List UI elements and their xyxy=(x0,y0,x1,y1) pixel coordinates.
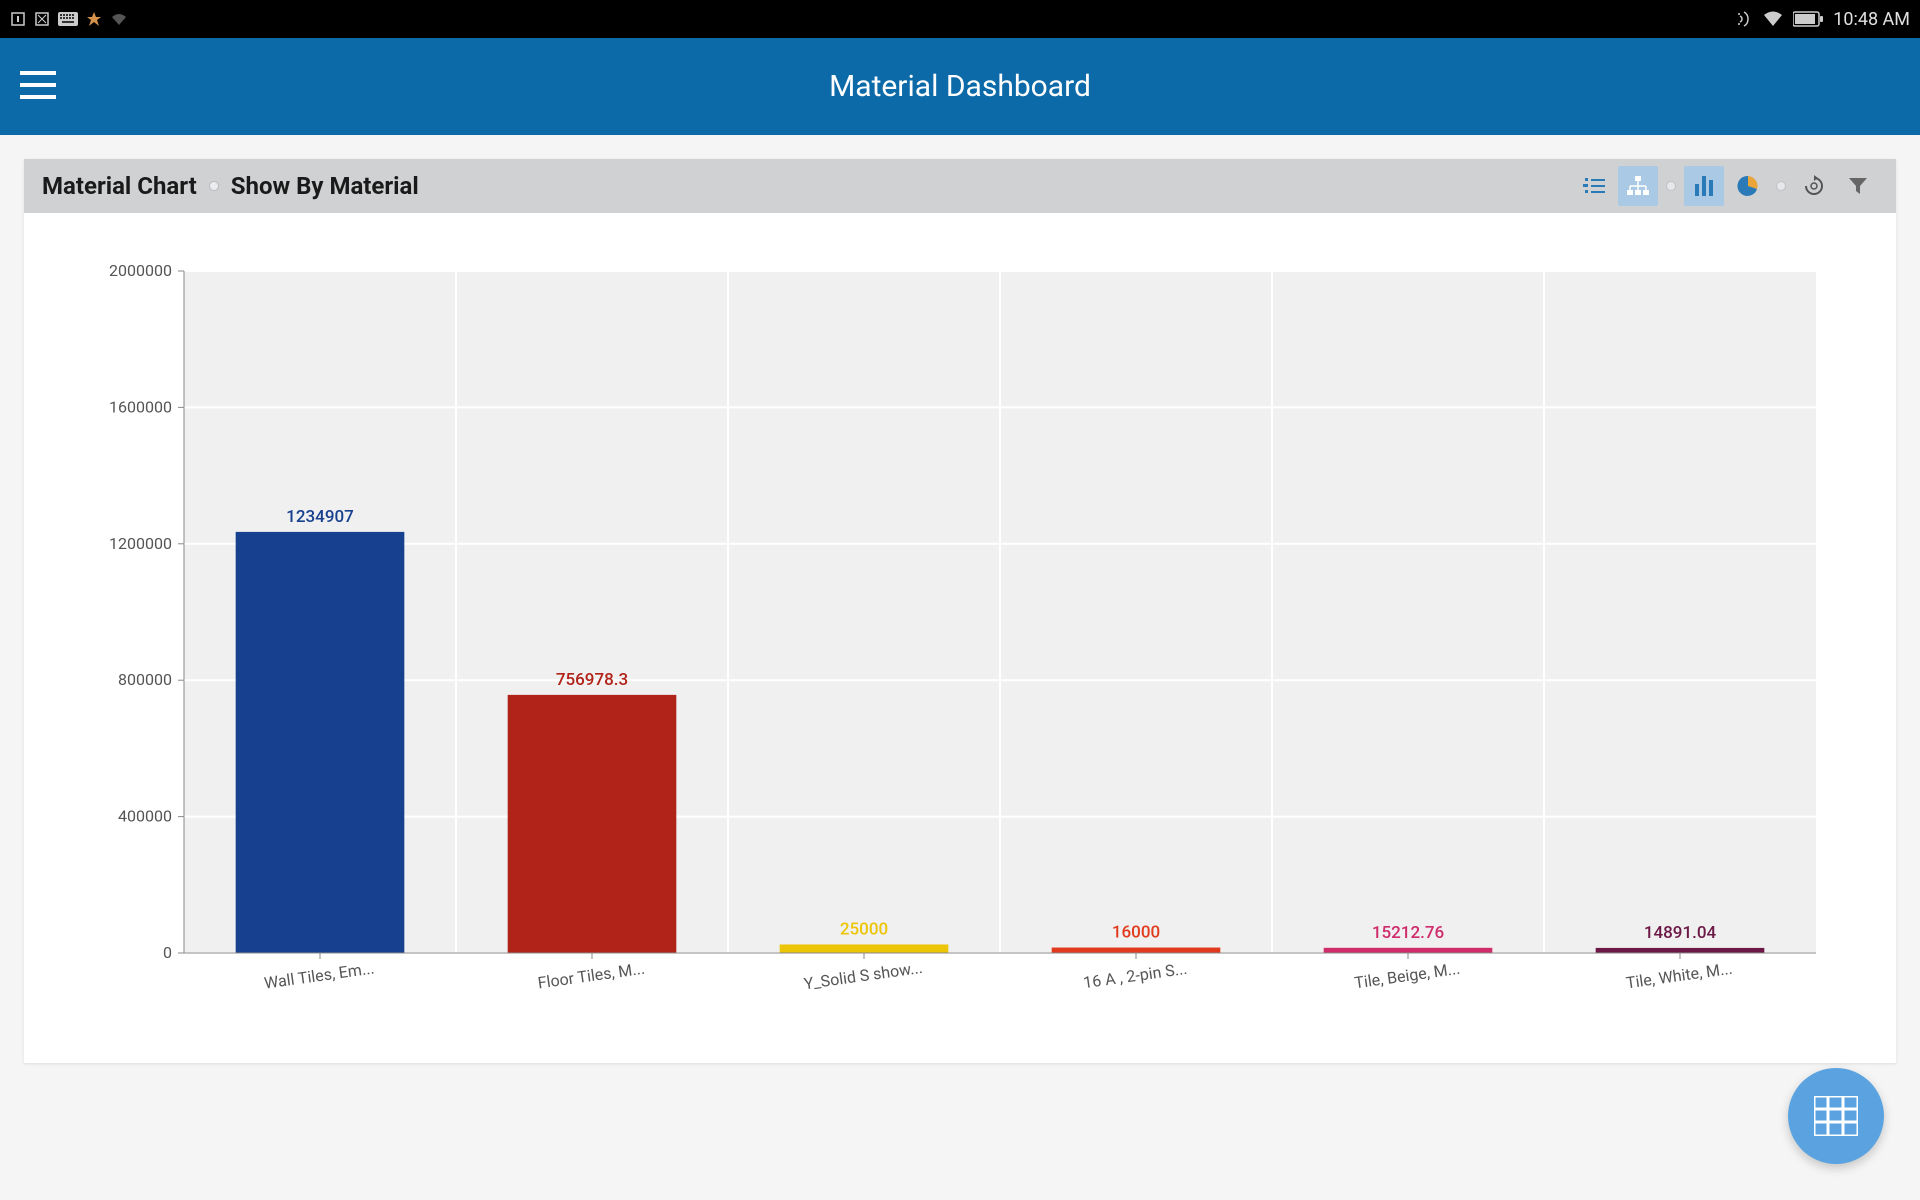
svg-text:1234907: 1234907 xyxy=(286,507,354,527)
hamburger-menu-icon[interactable] xyxy=(20,71,56,103)
svg-text:Tile, White, M...: Tile, White, M... xyxy=(1625,959,1734,993)
card-title-primary: Material Chart xyxy=(42,172,197,200)
title-separator-dot xyxy=(209,181,219,191)
card-title-secondary: Show By Material xyxy=(231,172,419,200)
svg-text:756978.3: 756978.3 xyxy=(556,670,628,690)
star-icon xyxy=(86,11,102,27)
bar-chart: 0 400000 800000 1200000 1600000 2000000 123490… xyxy=(64,261,1856,1023)
filter-button[interactable] xyxy=(1838,166,1878,206)
toolbar-separator xyxy=(1776,181,1786,191)
svg-text:1200000: 1200000 xyxy=(109,534,172,553)
svg-text:14891.04: 14891.04 xyxy=(1644,923,1717,943)
svg-text:16 A , 2-pin S...: 16 A , 2-pin S... xyxy=(1082,959,1188,992)
svg-text:0: 0 xyxy=(163,943,172,962)
svg-text:16000: 16000 xyxy=(1112,923,1160,943)
svg-text:2000000: 2000000 xyxy=(109,261,172,280)
wifi-icon xyxy=(1763,11,1783,27)
svg-text:25000: 25000 xyxy=(840,919,888,939)
card-header: Material Chart Show By Material xyxy=(24,159,1896,213)
list-view-button[interactable] xyxy=(1574,166,1614,206)
svg-text:400000: 400000 xyxy=(118,807,172,826)
chart-toolbar xyxy=(1574,166,1878,206)
bar-chart-button[interactable] xyxy=(1684,166,1724,206)
status-icon-2 xyxy=(34,11,50,27)
wifi-weak-icon xyxy=(110,12,128,26)
toolbar-separator xyxy=(1666,181,1676,191)
status-icon-1 xyxy=(10,11,26,27)
tree-view-button[interactable] xyxy=(1618,166,1658,206)
vibrate-icon xyxy=(1735,10,1753,28)
keyboard-icon xyxy=(58,12,78,26)
status-bar: 10:48 AM xyxy=(0,0,1920,38)
chart-card: Material Chart Show By Material xyxy=(24,159,1896,1063)
svg-text:Wall Tiles, Em...: Wall Tiles, Em... xyxy=(263,958,376,992)
table-icon xyxy=(1814,1096,1858,1136)
svg-text:1600000: 1600000 xyxy=(109,397,172,416)
page-title: Material Dashboard xyxy=(829,69,1091,104)
refresh-button[interactable] xyxy=(1794,166,1834,206)
svg-text:Y_Solid S show...: Y_Solid S show... xyxy=(803,958,924,993)
svg-text:Tile, Beige, M...: Tile, Beige, M... xyxy=(1353,959,1461,993)
svg-text:15212.76: 15212.76 xyxy=(1372,923,1444,943)
pie-chart-button[interactable] xyxy=(1728,166,1768,206)
app-header: Material Dashboard xyxy=(0,38,1920,135)
svg-text:Floor Tiles, M...: Floor Tiles, M... xyxy=(536,959,645,993)
svg-text:800000: 800000 xyxy=(118,670,172,689)
battery-icon xyxy=(1793,11,1823,27)
status-time: 10:48 AM xyxy=(1833,9,1910,30)
table-fab-button[interactable] xyxy=(1788,1068,1884,1164)
chart-area: 0 400000 800000 1200000 1600000 2000000 123490… xyxy=(24,213,1896,1063)
